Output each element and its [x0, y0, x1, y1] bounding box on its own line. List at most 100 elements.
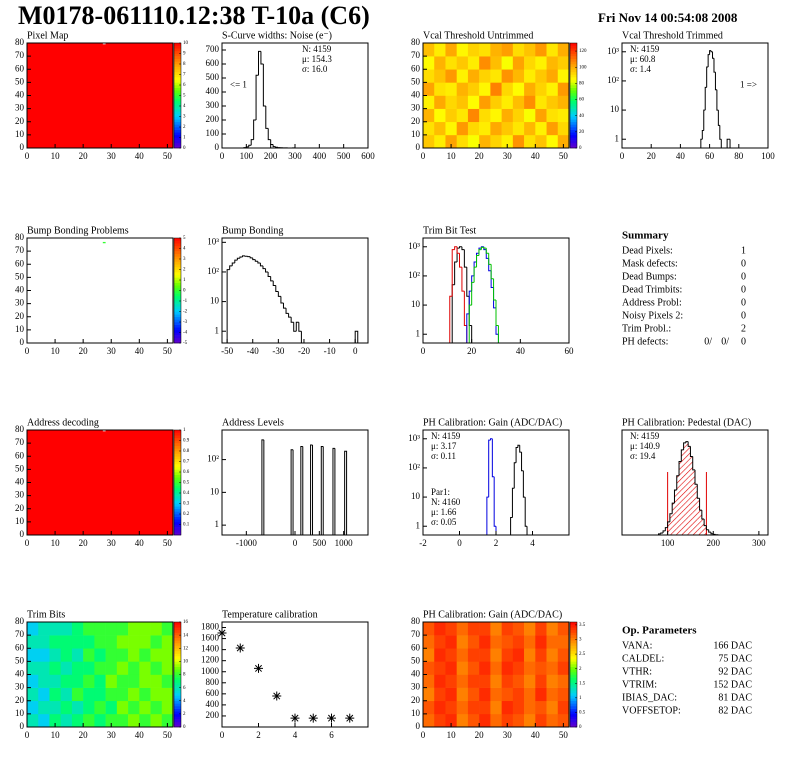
- colorbar-strip: [570, 645, 577, 649]
- hist-bin: [729, 139, 732, 148]
- stats-text: N: 4159: [302, 44, 332, 54]
- hist-bin: [259, 263, 263, 267]
- heat-cell: [535, 69, 547, 83]
- x-tick-label: 10: [447, 730, 457, 740]
- colorbar-label: 0.1: [183, 523, 190, 528]
- stats-text: σ: 1.4: [630, 64, 651, 74]
- y-tick-label: 20: [411, 116, 421, 126]
- colorbar-label: -3: [183, 320, 188, 325]
- colorbar-strip: [174, 95, 181, 99]
- heat-cell: [434, 700, 446, 715]
- heat-cell: [423, 134, 435, 148]
- heat-cell: [94, 622, 106, 636]
- summary-value: 0: [741, 310, 746, 321]
- summary-value: 0: [741, 271, 746, 282]
- heat-cell: [434, 108, 446, 123]
- colorbar-label: 0: [579, 725, 582, 730]
- heat-cell: [27, 622, 39, 636]
- heat-cell: [501, 713, 514, 727]
- heat-cell: [456, 635, 469, 649]
- x-tick-label: 0: [457, 538, 462, 548]
- panel-title: Address Levels: [222, 417, 284, 428]
- heat-cell: [139, 674, 151, 688]
- y-tick-label: 20: [411, 695, 421, 705]
- colorbar-label: 4: [183, 104, 186, 109]
- colorbar-strip: [174, 485, 181, 489]
- y-tick-label: 1: [215, 325, 220, 335]
- heat-cell: [60, 674, 73, 688]
- heat-cell: [94, 648, 106, 662]
- colorbar-strip: [570, 653, 577, 657]
- heat-cell: [445, 95, 457, 109]
- star-marker: [308, 713, 318, 723]
- heat-cell: [467, 648, 480, 662]
- panel: Trim Bits 0 2 4 6 8 10 12 14 16 0 10 20 30 40 50 0 10 20 30…: [15, 609, 189, 740]
- colorbar-strip: [174, 711, 181, 715]
- colorbar-strip: [174, 469, 181, 473]
- hist-bin: [485, 248, 489, 254]
- param-value: 166 DAC: [713, 640, 752, 651]
- fit-fill: [699, 510, 702, 535]
- x-tick-label: 500: [313, 538, 327, 548]
- heat-cell: [423, 635, 435, 649]
- colorbar-strip: [570, 637, 577, 641]
- colorbar-strip: [570, 706, 577, 709]
- heat-cell: [479, 700, 491, 715]
- x-tick-label: 2: [494, 538, 499, 548]
- y-tick-label: 1000: [201, 666, 220, 676]
- colorbar-strip: [570, 92, 577, 96]
- plot-area: [449, 246, 502, 343]
- y-tick-label: 200: [206, 710, 220, 720]
- heat-cell: [546, 700, 559, 715]
- y-tick-label: 50: [15, 655, 25, 665]
- heat-cell: [501, 674, 514, 688]
- heat-cell: [83, 674, 95, 688]
- y-tick-label: 10³: [207, 236, 219, 246]
- heat-cell: [434, 648, 446, 662]
- heat-cell: [524, 56, 536, 70]
- hist-bin: [261, 439, 264, 535]
- y-tick-label: 30: [411, 103, 421, 113]
- hist-bin: [253, 119, 257, 140]
- colorbar-strip: [570, 721, 577, 725]
- colorbar-strip: [174, 695, 181, 699]
- heat-cell: [161, 661, 173, 675]
- hist-bin: [265, 106, 269, 129]
- heat-cell: [71, 635, 84, 649]
- colorbar-strip: [570, 640, 577, 644]
- x-tick-label: 10: [447, 151, 457, 161]
- y-tick-label: 40: [411, 669, 421, 679]
- heat-cell: [456, 674, 469, 688]
- heat-cell: [128, 622, 140, 636]
- heat-cell: [423, 95, 435, 109]
- heat-cell: [501, 69, 514, 83]
- colorbar-label: 2: [579, 667, 582, 672]
- stats-text: μ: 154.3: [302, 54, 332, 64]
- colorbar-strip: [174, 132, 181, 136]
- heat-cell: [557, 95, 569, 109]
- heat-cell: [434, 56, 446, 70]
- colorbar-label: 0.5: [579, 711, 586, 716]
- heat-cell: [501, 700, 514, 715]
- heat-cell: [501, 43, 514, 57]
- hist-bin: [302, 446, 304, 535]
- hist-bin: [524, 497, 528, 527]
- heat-cell: [490, 648, 502, 662]
- heat-cell: [116, 661, 129, 675]
- y-tick-label: 60: [15, 450, 25, 460]
- fit-fill: [683, 442, 686, 535]
- summary-value: 0: [741, 336, 746, 347]
- heat-cell: [38, 713, 50, 727]
- x-tick-label: 0: [293, 538, 298, 548]
- hist-bin: [706, 66, 709, 88]
- heat-cell: [116, 713, 129, 727]
- colorbar-strip: [174, 495, 181, 499]
- y-tick-label: 20: [15, 503, 25, 513]
- colorbar-strip: [570, 53, 577, 57]
- heat-cell: [479, 622, 491, 636]
- colorbar-label: 1.5: [579, 681, 586, 686]
- y-tick-label: 1: [215, 519, 220, 529]
- colorbar-strip: [570, 142, 577, 146]
- colorbar-strip: [570, 703, 577, 707]
- hist-bin: [689, 446, 693, 457]
